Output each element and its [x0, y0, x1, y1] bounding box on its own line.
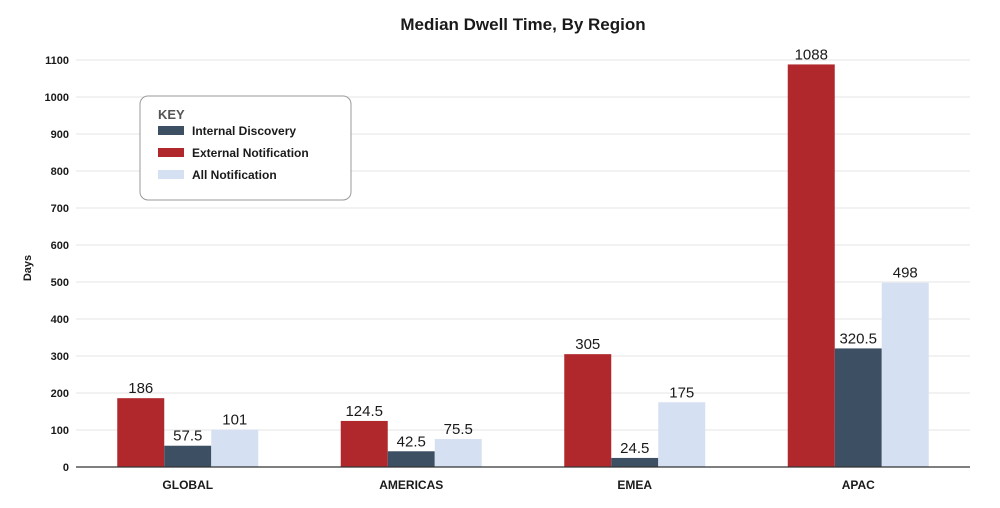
data-label-emea-all-notification: 175 — [669, 384, 694, 401]
data-label-emea-internal-discovery: 24.5 — [620, 440, 649, 457]
data-label-apac-internal-discovery: 320.5 — [839, 330, 877, 347]
y-tick-label: 700 — [51, 203, 69, 215]
x-tick-label-americas: AMERICAS — [379, 478, 443, 492]
x-tick-label-global: GLOBAL — [162, 478, 213, 492]
bar-emea-internal-discovery — [611, 457, 659, 467]
bar-global-external-notification — [117, 398, 165, 467]
legend-swatch-external-notification — [158, 148, 184, 157]
y-tick-label: 400 — [51, 314, 69, 326]
bars — [117, 64, 929, 467]
data-label-emea-external-notification: 305 — [575, 336, 600, 353]
data-label-global-external-notification: 186 — [128, 380, 153, 397]
y-tick-label: 300 — [51, 351, 69, 363]
y-axis-label: Days — [22, 255, 34, 281]
legend-swatch-all-notification — [158, 170, 184, 179]
bar-apac-external-notification — [787, 64, 835, 467]
legend-swatch-internal-discovery — [158, 126, 184, 135]
data-label-americas-external-notification: 124.5 — [345, 403, 383, 420]
x-tick-label-emea: EMEA — [617, 478, 652, 492]
data-labels: 186 57.5 101 124.5 42.5 75.5 305 24.5 175 1088 320… — [128, 46, 918, 456]
bar-americas-external-notification — [340, 420, 388, 467]
y-tick-label: 500 — [51, 277, 69, 289]
y-tick-label: 1100 — [45, 55, 69, 67]
y-tick-label: 900 — [51, 129, 69, 141]
y-tick-label: 200 — [51, 388, 69, 400]
legend: KEY Internal Discovery External Notifica… — [139, 95, 352, 201]
y-axis: 0 100 200 300 400 500 600 700 800 900 1000 1100 — [45, 55, 69, 474]
data-label-global-internal-discovery: 57.5 — [173, 428, 202, 445]
data-label-americas-internal-discovery: 42.5 — [397, 433, 426, 450]
legend-label-external-notification: External Notification — [192, 146, 309, 160]
data-label-global-all-notification: 101 — [222, 412, 247, 429]
x-tick-label-apac: APAC — [842, 478, 875, 492]
y-tick-label: 600 — [51, 240, 69, 252]
bar-global-all-notification — [211, 429, 259, 467]
legend-box — [139, 95, 352, 201]
y-tick-label: 1000 — [45, 92, 69, 104]
y-tick-label: 100 — [51, 425, 69, 437]
bar-emea-all-notification — [658, 402, 706, 467]
bar-apac-all-notification — [881, 282, 929, 467]
data-label-americas-all-notification: 75.5 — [444, 421, 473, 438]
bar-emea-external-notification — [564, 354, 612, 467]
data-label-apac-all-notification: 498 — [893, 265, 918, 282]
chart-title: Median Dwell Time, By Region — [400, 15, 645, 34]
data-label-apac-external-notification: 1088 — [795, 46, 828, 63]
bar-americas-all-notification — [434, 439, 482, 467]
bar-global-internal-discovery — [164, 445, 212, 467]
legend-label-all-notification: All Notification — [192, 168, 277, 182]
y-tick-label: 0 — [63, 462, 69, 474]
x-axis: GLOBAL AMERICAS EMEA APAC — [76, 466, 970, 492]
bar-americas-internal-discovery — [387, 451, 435, 467]
bar-apac-internal-discovery — [834, 348, 882, 467]
legend-label-internal-discovery: Internal Discovery — [192, 124, 296, 138]
legend-title: KEY — [158, 107, 185, 122]
y-tick-label: 800 — [51, 166, 69, 178]
